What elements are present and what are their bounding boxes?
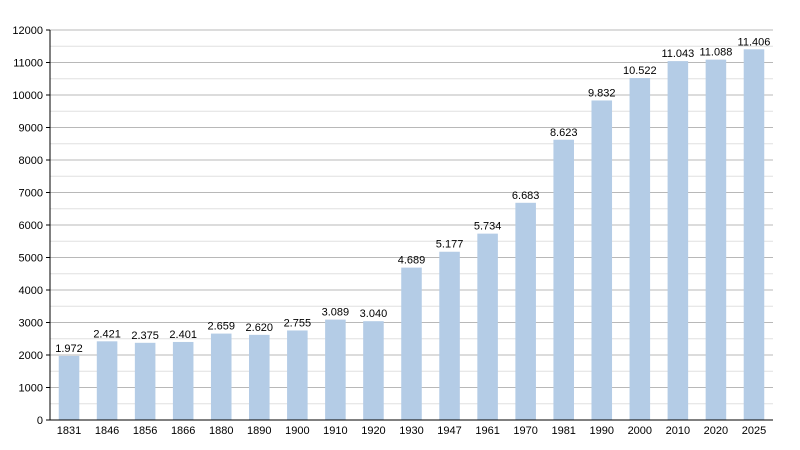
x-tick-label: 1910 [323, 425, 347, 437]
bar-1920 [363, 321, 384, 420]
data-label: 11.043 [661, 48, 694, 60]
data-label: 5.734 [474, 221, 502, 233]
y-tick-labels: 0 1000 2000 3000 4000 5000 6000 7000 8000 9000 100… [12, 25, 43, 427]
x-tick-label: 2020 [704, 425, 728, 437]
x-tick-label: 1866 [171, 425, 195, 437]
bar-1831 [58, 355, 80, 420]
x-tick-label: 1930 [399, 425, 423, 437]
value-labels: 1.972 2.421 2.375 2.401 2.659 2.620 2.755 3.089… [55, 36, 770, 355]
bar-1961 [477, 233, 498, 420]
bar-1880 [210, 333, 232, 420]
data-label: 10.522 [623, 65, 657, 77]
x-tick-labels: 1831 1846 1856 1866 1880 1890 1900 1910 1920 1930… [57, 425, 766, 437]
bar-2000 [629, 78, 651, 420]
data-label: 1.972 [55, 343, 83, 355]
y-tick-label: 5000 [19, 253, 43, 265]
y-tick-label: 12000 [12, 25, 43, 37]
bar-2025 [743, 49, 765, 421]
data-label: 3.089 [322, 307, 350, 319]
y-tick-label: 1000 [19, 383, 43, 395]
x-tick-label: 1880 [209, 425, 233, 437]
data-label: 2.401 [169, 329, 197, 341]
bar-1856 [134, 342, 156, 420]
bar-1970 [515, 202, 536, 420]
x-tick-label: 1890 [247, 425, 271, 437]
y-tick-label: 2000 [19, 350, 43, 362]
bar-1910 [325, 319, 346, 420]
bar-1890 [249, 334, 270, 420]
x-tick-label: 2000 [628, 425, 652, 437]
data-label: 8.623 [550, 127, 578, 139]
x-tick-label: 1961 [475, 425, 499, 437]
bar-1866 [172, 341, 194, 420]
y-tick-label: 9000 [19, 123, 43, 135]
y-tick-label: 8000 [19, 155, 43, 167]
data-label: 2.375 [131, 330, 159, 342]
y-tick-label: 10000 [12, 90, 43, 102]
bar-2010 [667, 61, 689, 420]
bar-1990 [591, 100, 613, 421]
y-tick-label: 7000 [19, 188, 43, 200]
x-tick-label: 1981 [551, 425, 575, 437]
x-tick-label: 1831 [57, 425, 81, 437]
x-tick-label: 1856 [133, 425, 157, 437]
data-label: 2.421 [93, 328, 121, 340]
bars [58, 49, 765, 421]
x-tick-label: 1970 [513, 425, 537, 437]
data-label: 5.177 [436, 239, 464, 251]
data-label: 2.620 [246, 322, 274, 334]
x-tick-label: 2025 [742, 425, 766, 437]
data-label: 6.683 [512, 190, 540, 202]
y-tick-label: 3000 [19, 318, 43, 330]
bar-2020 [705, 59, 727, 420]
x-tick-label: 1900 [285, 425, 309, 437]
data-label: 11.406 [738, 36, 771, 48]
data-label: 4.689 [398, 255, 426, 267]
bar-1947 [439, 251, 460, 420]
data-label: 2.755 [284, 317, 312, 329]
axes [46, 29, 773, 421]
y-tick-label: 4000 [19, 285, 43, 297]
data-label: 9.832 [588, 87, 616, 99]
x-tick-label: 1920 [361, 425, 385, 437]
bar-1846 [96, 341, 118, 420]
y-tick-label: 6000 [19, 220, 43, 232]
x-tick-label: 1846 [95, 425, 119, 437]
y-tick-label: 11000 [13, 58, 43, 70]
bar-1981 [553, 139, 574, 420]
y-tick-label: 0 [37, 415, 43, 427]
data-label: 11.088 [700, 47, 733, 59]
x-tick-label: 2010 [666, 425, 690, 437]
data-label: 3.040 [360, 308, 388, 320]
data-label: 2.659 [207, 321, 235, 333]
bar-1900 [287, 330, 308, 420]
x-tick-label: 1990 [590, 425, 614, 437]
x-tick-label: 1947 [437, 425, 461, 437]
bar-1930 [401, 267, 422, 420]
